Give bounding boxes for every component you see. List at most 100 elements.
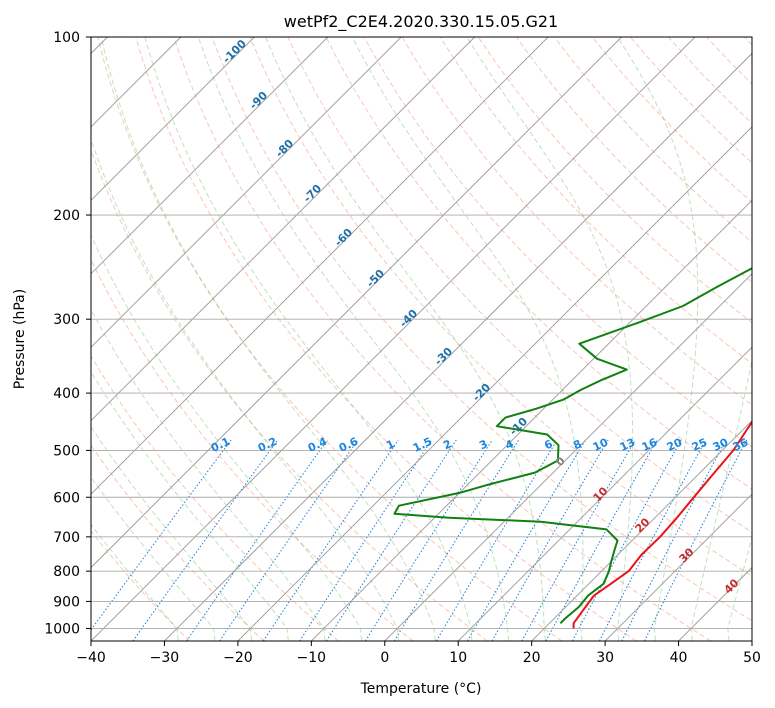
mixing-ratio-line bbox=[219, 439, 359, 641]
moist-adiabat-line bbox=[91, 137, 399, 641]
dry-adiabat-line bbox=[211, 37, 752, 622]
x-tick-label: 40 bbox=[670, 650, 688, 666]
dry-adiabat-line bbox=[515, 37, 752, 283]
mixing-ratio-line bbox=[598, 439, 707, 641]
moist-adiabat-line bbox=[690, 358, 752, 641]
mixing-ratio-lines bbox=[91, 439, 748, 641]
temperature-profile-line bbox=[572, 420, 752, 629]
x-tick-label: 50 bbox=[743, 650, 761, 666]
chart-title: wetPf2_C2E4.2020.330.15.05.G21 bbox=[284, 12, 558, 32]
skewed-isotherms bbox=[91, 37, 752, 641]
y-tick-label: 400 bbox=[53, 386, 80, 402]
dry-adiabats bbox=[91, 37, 752, 641]
y-tick-label: 500 bbox=[53, 443, 80, 459]
moist-adiabat-line bbox=[727, 536, 752, 641]
mixing-ratio-line bbox=[466, 439, 587, 641]
isotherm-line bbox=[91, 37, 475, 422]
isobar-gridlines bbox=[91, 37, 752, 629]
dry-adiabat-line bbox=[363, 37, 752, 448]
isotherm-line bbox=[91, 37, 402, 348]
moist-adiabat-line bbox=[265, 37, 546, 641]
moist-adiabat-line bbox=[91, 370, 289, 641]
mixing-ratio-label: 36 bbox=[731, 436, 751, 454]
isotherm-line bbox=[164, 52, 752, 641]
mixing-ratio-line bbox=[325, 439, 457, 641]
moist-adiabat-line bbox=[351, 37, 584, 641]
y-tick-label: 1000 bbox=[44, 621, 80, 637]
y-axis-label: Pressure (hPa) bbox=[12, 289, 28, 389]
y-tick-label: 700 bbox=[53, 530, 80, 546]
dry-adiabat-line bbox=[439, 37, 752, 365]
dry-adiabat-line bbox=[91, 258, 414, 641]
y-tick-label: 600 bbox=[53, 490, 80, 506]
mixing-ratio-line bbox=[299, 439, 433, 641]
y-tick-label: 200 bbox=[53, 208, 80, 224]
dewpoint-profile-line bbox=[393, 267, 752, 625]
isotherm-line bbox=[311, 199, 752, 641]
moist-adiabat-line bbox=[144, 37, 473, 641]
x-tick-label: −30 bbox=[150, 650, 180, 666]
dry-adiabat-line bbox=[287, 37, 752, 533]
moist-adiabat-line bbox=[91, 426, 253, 641]
mixing-ratio-line bbox=[545, 439, 658, 641]
x-tick-label: 0 bbox=[380, 650, 389, 666]
mixing-ratio-label: 30 bbox=[711, 436, 731, 454]
mixing-ratio-label: 20 bbox=[665, 436, 685, 454]
dry-adiabat-line bbox=[91, 148, 488, 641]
y-tick-label: 100 bbox=[53, 30, 80, 46]
isotherm-line bbox=[384, 273, 752, 641]
x-tick-label: 20 bbox=[523, 650, 541, 666]
x-axis-ticks: −40 −30 −20 −10 0 10 20 30 40 50 bbox=[76, 641, 761, 666]
y-tick-label: 900 bbox=[53, 594, 80, 610]
moist-adiabat-line bbox=[617, 37, 699, 641]
x-axis-label: Temperature (°C) bbox=[360, 681, 482, 697]
dry-adiabat-line bbox=[249, 37, 752, 577]
mixing-ratio-line bbox=[365, 439, 493, 641]
isotherm-line bbox=[457, 346, 752, 641]
mixing-ratio-line bbox=[571, 439, 682, 641]
moist-adiabat-line bbox=[91, 308, 326, 641]
isotherm-line bbox=[91, 37, 622, 569]
isotherm-line bbox=[531, 420, 752, 641]
x-tick-label: −20 bbox=[223, 650, 253, 666]
isotherm-line bbox=[91, 37, 696, 641]
moist-adiabat-line bbox=[91, 523, 179, 641]
y-tick-label: 300 bbox=[53, 312, 80, 328]
isotherm-line bbox=[237, 126, 752, 641]
y-tick-label: 800 bbox=[53, 564, 80, 580]
dry-adiabat-line bbox=[630, 37, 752, 164]
mixing-ratio-label: 13 bbox=[618, 436, 637, 454]
dry-adiabat-line bbox=[97, 37, 563, 641]
mixing-ratio-line bbox=[621, 439, 727, 641]
sounding-profiles bbox=[393, 267, 752, 629]
mixing-ratio-line bbox=[132, 439, 279, 641]
moist-adiabats bbox=[91, 37, 752, 641]
y-axis-ticks: 100 200 300 400 500 600 700 800 900 1000 bbox=[44, 30, 91, 637]
x-tick-label: 10 bbox=[449, 650, 467, 666]
mixing-ratio-line bbox=[186, 439, 328, 641]
dry-adiabat-line bbox=[135, 37, 637, 641]
isotherm-line bbox=[604, 493, 752, 641]
x-tick-label: −10 bbox=[297, 650, 327, 666]
moist-adiabat-line bbox=[466, 37, 634, 641]
dry-adiabat-line bbox=[325, 37, 752, 490]
dry-adiabat-line bbox=[173, 37, 712, 641]
mixing-ratio-line bbox=[435, 439, 558, 641]
isotherm-line bbox=[91, 37, 329, 275]
isotherm-line bbox=[91, 37, 549, 495]
moist-adiabat-line bbox=[91, 234, 363, 641]
mixing-ratio-label: 10 bbox=[591, 436, 611, 454]
mixing-ratio-label: 25 bbox=[690, 436, 709, 454]
moist-adiabat-line bbox=[197, 37, 510, 641]
mixing-ratio-label: 16 bbox=[640, 436, 660, 454]
moist-adiabat-line bbox=[100, 37, 436, 641]
isotherm-line bbox=[91, 37, 255, 201]
dry-adiabat-line bbox=[401, 37, 752, 406]
dry-adiabat-line bbox=[592, 37, 752, 203]
x-tick-label: 30 bbox=[596, 650, 614, 666]
mixing-ratio-line bbox=[262, 439, 399, 641]
x-tick-label: −40 bbox=[76, 650, 106, 666]
plot-frame bbox=[90, 36, 753, 642]
